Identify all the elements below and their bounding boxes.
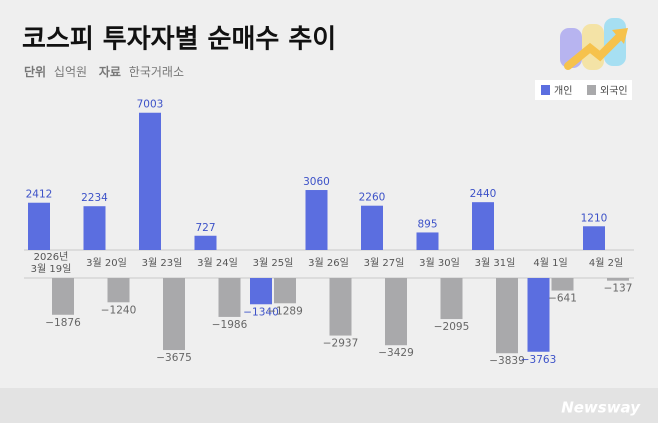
- watermark: Newsway: [561, 399, 641, 417]
- bar: [527, 278, 550, 352]
- footer-band: [0, 388, 658, 423]
- legend-label: 외국인: [600, 85, 628, 97]
- value-label: 3060: [303, 176, 330, 188]
- bar: [194, 235, 217, 250]
- x-tick-label: 3월 27일: [363, 258, 405, 269]
- value-label: 2260: [359, 192, 386, 204]
- bar: [83, 206, 106, 250]
- chart-title: 코스피 투자자별 순매수 추이: [22, 25, 336, 55]
- x-tick-label: 3월 30일: [419, 258, 460, 269]
- value-label: 2412: [26, 189, 53, 201]
- value-label: −3675: [156, 352, 192, 364]
- unit-label: 단위: [24, 64, 46, 79]
- bar: [218, 278, 241, 317]
- bar: [583, 226, 605, 250]
- source: 한국거래소: [129, 65, 184, 79]
- value-label: 7003: [137, 99, 164, 111]
- legend-swatch: [587, 85, 596, 95]
- x-tick-label: 3월 26일: [308, 258, 349, 269]
- value-label: 2440: [470, 188, 497, 200]
- x-tick-label: 2026년 3월 19일: [30, 252, 72, 275]
- bar: [361, 205, 383, 250]
- bar: [52, 278, 74, 315]
- value-label: −3429: [378, 347, 414, 359]
- value-label: −1240: [101, 304, 137, 316]
- value-label: −1340: [243, 306, 279, 318]
- bar: [28, 202, 50, 250]
- legend-box: [535, 80, 632, 100]
- bar: [496, 278, 518, 354]
- bar: [416, 232, 439, 250]
- bar: [139, 112, 161, 250]
- x-tick-label: 4월 1일: [533, 258, 568, 269]
- x-tick-label: 3월 25일: [252, 258, 294, 269]
- bar: [329, 278, 352, 336]
- source-label: 자료: [99, 64, 121, 79]
- value-label: 1210: [581, 212, 608, 224]
- icon: [560, 18, 628, 70]
- value-label: −2095: [434, 321, 470, 333]
- x-tick-label: 3월 31일: [474, 258, 516, 269]
- bar: [551, 278, 574, 291]
- value-label: 895: [417, 218, 437, 230]
- bar: [607, 278, 629, 281]
- bar: [107, 278, 130, 303]
- bar: [274, 278, 296, 304]
- x-tick-label: 3월 24일: [197, 258, 238, 269]
- value-label: −3763: [521, 354, 557, 366]
- unit: 십억원: [54, 65, 87, 79]
- value-label: −1289: [267, 305, 303, 317]
- value-label: 727: [195, 222, 215, 234]
- bar: [250, 278, 272, 305]
- value-label: 2234: [81, 192, 108, 204]
- bar: [440, 278, 463, 320]
- value-label: −1876: [45, 317, 81, 329]
- x-tick-label: 4월 2일: [588, 258, 624, 269]
- legend-swatch: [541, 85, 550, 95]
- bar: [385, 278, 407, 346]
- x-tick-label: 3월 23일: [141, 258, 183, 269]
- x-tick-label: 3월 20일: [86, 258, 127, 269]
- subtitle: 단위 십억원 자료 한국거래소: [24, 64, 184, 79]
- bar: [305, 190, 328, 250]
- bar: [472, 202, 494, 250]
- legend-label: 개인: [554, 85, 572, 97]
- value-label: −641: [548, 293, 577, 305]
- bar: [163, 278, 185, 351]
- value-label: −3839: [489, 355, 525, 367]
- value-label: −137: [604, 283, 633, 295]
- value-label: −1986: [212, 319, 248, 331]
- value-label: −2937: [323, 338, 359, 350]
